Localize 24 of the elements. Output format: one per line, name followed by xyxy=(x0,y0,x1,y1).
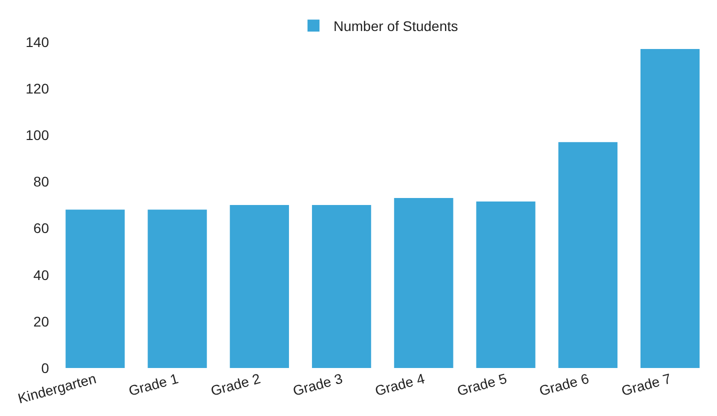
legend-label: Number of Students xyxy=(334,18,458,34)
y-tick-label: 80 xyxy=(33,174,50,190)
x-tick-label: Grade 7 xyxy=(620,370,673,399)
bar xyxy=(148,210,207,368)
y-tick-label: 20 xyxy=(33,313,50,330)
y-tick-label: 60 xyxy=(33,220,50,236)
bar xyxy=(230,205,289,368)
y-tick-label: 0 xyxy=(41,360,50,376)
bar xyxy=(476,202,536,368)
x-tick-label: Grade 2 xyxy=(208,370,262,399)
y-tick-label: 40 xyxy=(33,266,50,283)
x-tick-label: Grade 6 xyxy=(537,370,591,399)
x-tick-label: Grade 3 xyxy=(291,370,344,399)
bar xyxy=(558,142,618,368)
bar xyxy=(66,210,125,368)
x-tick-label: Grade 5 xyxy=(455,370,509,399)
bar xyxy=(640,48,700,368)
x-tick-label: Grade 4 xyxy=(373,370,426,399)
x-tick-label: Grade 1 xyxy=(126,370,180,399)
y-tick-label: 140 xyxy=(26,34,50,50)
y-tick-label: 120 xyxy=(26,80,50,96)
bar xyxy=(394,198,454,368)
bar xyxy=(312,205,372,368)
y-tick-label: 100 xyxy=(26,127,50,144)
